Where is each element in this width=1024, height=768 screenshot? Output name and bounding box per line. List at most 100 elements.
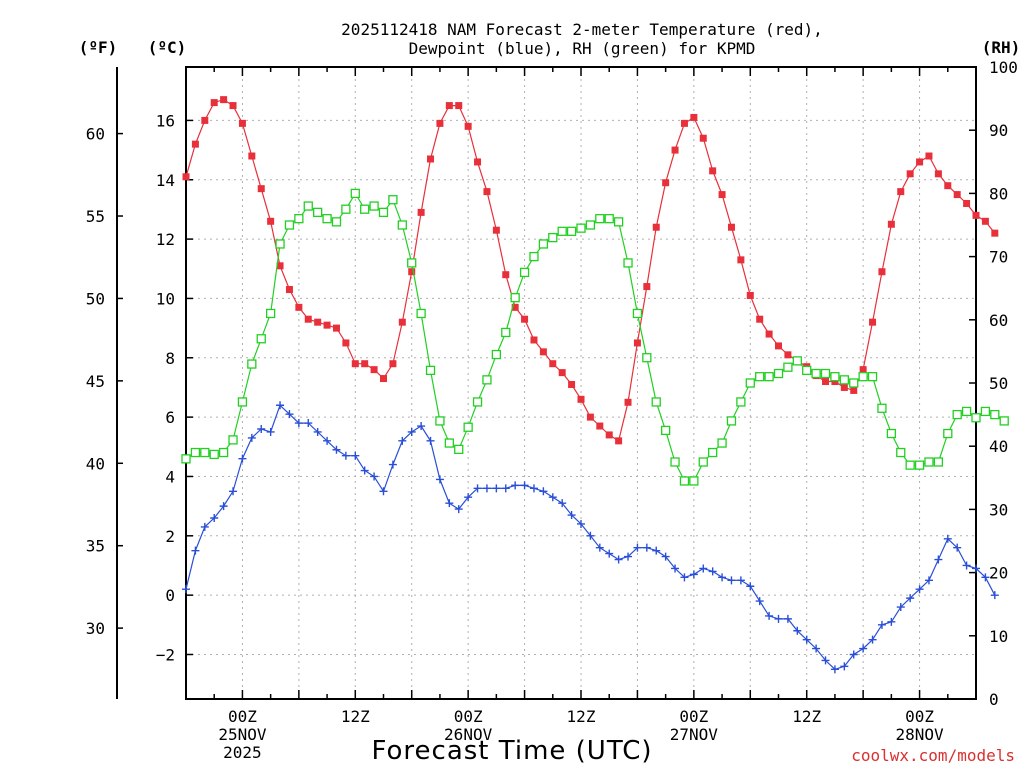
rh-point bbox=[322, 214, 332, 224]
temperature-point bbox=[474, 158, 482, 166]
rh-point bbox=[745, 378, 755, 388]
dewpoint-point bbox=[962, 561, 971, 570]
dewpoint-point bbox=[191, 546, 200, 555]
dewpoint-point bbox=[388, 460, 397, 469]
temperature-point bbox=[285, 286, 293, 294]
dewpoint-point bbox=[454, 505, 463, 514]
fahrenheit-tick-label: 45 bbox=[86, 372, 105, 391]
rh-point bbox=[755, 372, 765, 382]
temperature-point bbox=[380, 375, 387, 383]
temperature-point bbox=[727, 223, 735, 231]
rh-point bbox=[726, 416, 737, 426]
temperature-point bbox=[850, 386, 858, 394]
temperature-point bbox=[276, 262, 284, 270]
dewpoint-point bbox=[896, 603, 905, 612]
rh-point bbox=[613, 217, 624, 227]
temperature-point bbox=[210, 99, 218, 107]
dewpoint-point bbox=[426, 436, 435, 445]
temperature-point bbox=[624, 398, 632, 406]
dewpoint-point bbox=[915, 585, 924, 594]
x-tick-label: 00Z bbox=[228, 707, 257, 726]
temperature-point bbox=[831, 378, 839, 386]
dewpoint-point bbox=[981, 573, 990, 582]
temperature-point bbox=[238, 119, 246, 127]
rh-point bbox=[971, 413, 981, 423]
dewpoint-point bbox=[624, 552, 633, 561]
rh-point bbox=[886, 428, 897, 439]
dewpoint-point bbox=[200, 522, 209, 531]
temperature-point bbox=[633, 339, 641, 347]
rh-point bbox=[313, 207, 323, 218]
rh-point bbox=[980, 406, 991, 417]
dewpoint-point bbox=[238, 454, 247, 463]
temperature-point bbox=[398, 318, 406, 326]
temperature-point bbox=[530, 336, 538, 344]
x-tick-label: 00Z bbox=[679, 707, 708, 726]
dewpoint-point bbox=[708, 567, 717, 576]
temperature-point bbox=[991, 229, 999, 237]
rh-point bbox=[350, 188, 360, 199]
temperature-point bbox=[389, 360, 397, 368]
rh-tick-label: 100 bbox=[989, 58, 1018, 77]
dewpoint-point bbox=[520, 481, 529, 490]
dewpoint-point bbox=[276, 401, 285, 410]
temperature-point bbox=[323, 321, 331, 329]
temperature-point bbox=[521, 315, 529, 323]
rh-point bbox=[708, 447, 718, 458]
dewpoint-point bbox=[567, 511, 576, 520]
temperature-point bbox=[182, 173, 190, 181]
dewpoint-point bbox=[821, 656, 830, 665]
rh-point bbox=[454, 444, 464, 455]
rh-point bbox=[519, 267, 530, 278]
dewpoint-point bbox=[229, 487, 238, 496]
dewpoint-point bbox=[341, 451, 350, 460]
rh-point bbox=[237, 397, 248, 407]
dewpoint-point bbox=[727, 576, 736, 585]
dewpoint-point bbox=[501, 484, 510, 493]
rh-tick-label: 20 bbox=[989, 564, 1008, 583]
dewpoint-point bbox=[577, 519, 585, 528]
rh-point bbox=[867, 372, 878, 382]
dewpoint-point bbox=[294, 419, 303, 428]
dewpoint-point bbox=[859, 644, 868, 653]
rh-point bbox=[585, 220, 596, 230]
x-tick-label: 12Z bbox=[341, 707, 370, 726]
dewpoint-point bbox=[210, 514, 219, 523]
temperature-point bbox=[859, 366, 867, 374]
source-credit: coolwx.com/models bbox=[851, 746, 1015, 765]
rh-point bbox=[463, 422, 473, 432]
fahrenheit-tick-label: 35 bbox=[86, 537, 105, 556]
rh-point bbox=[660, 425, 671, 436]
temperature-point bbox=[427, 155, 435, 163]
temperature-point bbox=[680, 119, 688, 127]
temperature-point bbox=[906, 170, 914, 178]
x-tick-label: 25NOV bbox=[218, 725, 267, 744]
rh-point bbox=[623, 258, 633, 268]
rh-tick-label: 40 bbox=[989, 437, 1008, 456]
dewpoint-point bbox=[548, 493, 557, 502]
dewpoint-point bbox=[482, 484, 491, 493]
rh-point bbox=[247, 359, 257, 369]
fahrenheit-tick-label: 40 bbox=[86, 454, 105, 473]
temperature-point bbox=[370, 366, 378, 374]
rh-point bbox=[416, 308, 426, 319]
celsius-tick-label: 14 bbox=[156, 171, 175, 190]
temperature-point bbox=[709, 167, 717, 175]
rh-tick-label: 30 bbox=[989, 500, 1008, 519]
dewpoint-point bbox=[360, 466, 369, 475]
dewpoint-point bbox=[492, 484, 501, 493]
temperature-point bbox=[605, 431, 613, 439]
dewpoint-point bbox=[614, 555, 623, 564]
dewpoint-point bbox=[840, 662, 849, 671]
dewpoint-point bbox=[586, 531, 595, 540]
temperature-point bbox=[267, 217, 275, 225]
dewpoint-point bbox=[417, 422, 426, 431]
rh-point bbox=[990, 409, 1000, 420]
temperature-point bbox=[699, 134, 707, 142]
x-tick-label: 00Z bbox=[454, 707, 483, 726]
temperature-point bbox=[445, 102, 453, 110]
temperature-point bbox=[822, 378, 830, 386]
rh-point bbox=[830, 372, 840, 382]
rh-point bbox=[397, 220, 407, 230]
